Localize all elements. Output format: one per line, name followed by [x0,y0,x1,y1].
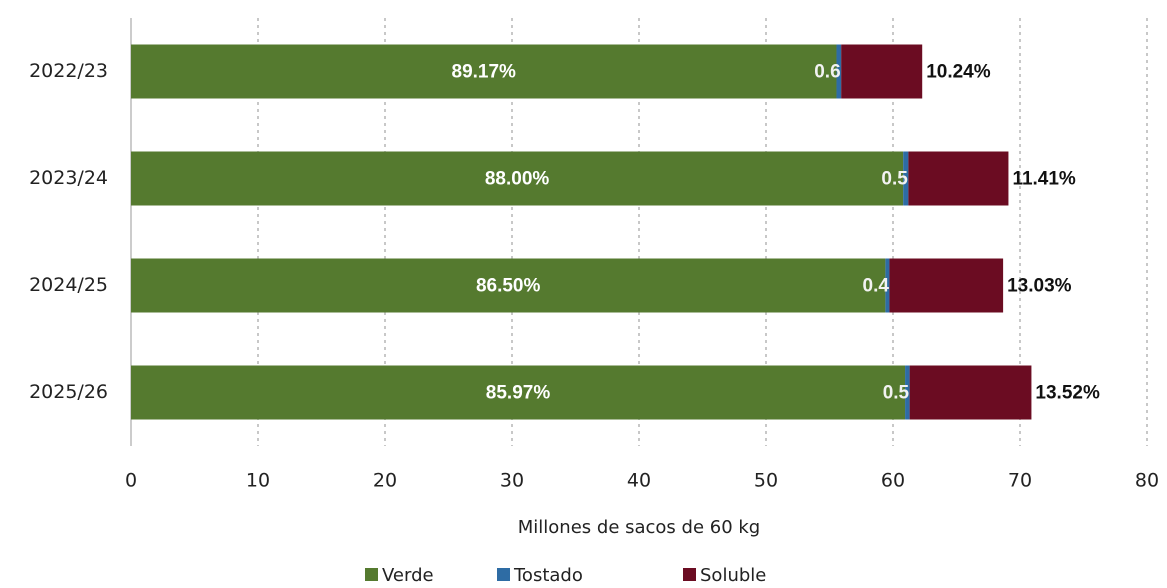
bar-segment [889,258,1004,313]
bar-segment [885,258,890,313]
x-tick-label: 10 [246,470,270,492]
legend-swatch [497,568,510,581]
y-tick-label: 2022/23 [29,60,108,82]
data-label: 88.00% [485,169,550,190]
legend-swatch [365,568,378,581]
bar-segment [903,151,909,206]
data-label: 13.52% [1035,383,1100,404]
x-tick-label: 30 [500,470,524,492]
legend-label: Soluble [700,565,766,586]
data-label: 85.97% [486,383,551,404]
data-label: 86.50% [476,276,541,297]
x-tick-label: 80 [1135,470,1159,492]
bar-segment [841,44,923,99]
x-axis-title: Millones de sacos de 60 kg [518,517,760,538]
bar-segment [131,365,906,420]
data-label: 13.03% [1007,276,1072,297]
legend-swatch [683,568,696,581]
y-tick-label: 2023/24 [29,167,108,189]
bar-segment [836,44,842,99]
x-tick-label: 20 [373,470,397,492]
legend-label: Verde [382,565,434,586]
bar-segment [909,365,1032,420]
bar-segment [908,151,1009,206]
x-tick-label: 0 [125,470,137,492]
x-tick-label: 50 [754,470,778,492]
data-label: 10.24% [926,62,991,83]
bar-segment [131,151,904,206]
legend-label: Tostado [513,565,583,586]
x-tick-label: 70 [1008,470,1032,492]
bar-segment [905,365,910,420]
bar-segment [131,258,886,313]
y-tick-label: 2025/26 [29,381,108,403]
data-label: 89.17% [452,62,517,83]
x-tick-label: 40 [627,470,651,492]
x-tick-label: 60 [881,470,905,492]
data-label: 11.41% [1012,169,1075,190]
bar-segment [131,44,837,99]
y-tick-label: 2024/25 [29,274,108,296]
